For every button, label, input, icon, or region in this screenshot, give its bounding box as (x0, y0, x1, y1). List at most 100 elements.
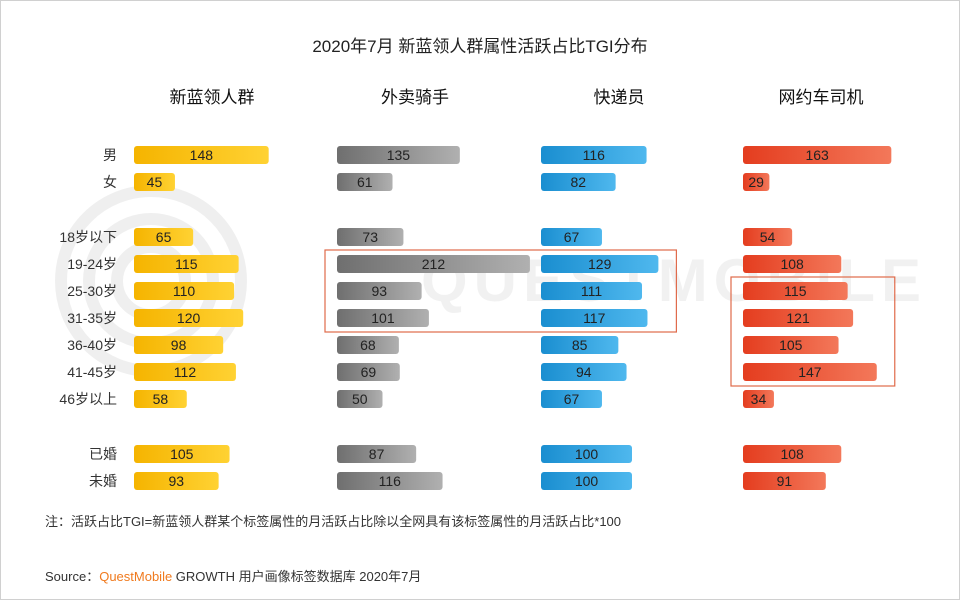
bar (541, 255, 659, 273)
bar-value-label: 120 (177, 310, 201, 326)
bar-value-label: 112 (174, 364, 197, 380)
bar (134, 445, 230, 463)
bar-value-label: 67 (564, 391, 580, 407)
bar (134, 309, 244, 327)
series-header-2: 快递员 (594, 88, 645, 107)
bar (743, 255, 842, 273)
bar-value-label: 85 (572, 337, 588, 353)
bar (134, 282, 235, 300)
highlight-box (730, 276, 896, 387)
series-headers: 新蓝领人群 外卖骑手 快递员 网约车司机 (170, 88, 864, 107)
category-label: 46岁以上 (59, 391, 117, 407)
bar-value-label: 61 (357, 174, 373, 190)
bar (337, 390, 383, 408)
bar (337, 363, 400, 381)
bar-value-label: 108 (780, 446, 804, 462)
bar-value-label: 93 (372, 283, 388, 299)
bar-value-label: 93 (169, 473, 185, 489)
bar (134, 173, 175, 191)
bar-value-label: 105 (170, 446, 194, 462)
bar-value-label: 54 (760, 229, 776, 245)
category-label: 25-30岁 (67, 283, 117, 299)
bar-value-label: 163 (805, 147, 829, 163)
bar (541, 390, 602, 408)
bar-value-label: 148 (190, 147, 214, 163)
bar (743, 390, 774, 408)
bar-value-label: 34 (751, 391, 767, 407)
series-header-3: 网约车司机 (779, 88, 864, 107)
bar (541, 282, 643, 300)
source-rest: GROWTH 用户画像标签数据库 2020年7月 (172, 569, 421, 584)
bar (337, 309, 429, 327)
bar-value-label: 29 (748, 174, 764, 190)
bar-value-label: 65 (156, 229, 172, 245)
bar (541, 363, 627, 381)
bar (541, 445, 632, 463)
bar-value-label: 73 (362, 229, 378, 245)
bar-value-label: 135 (387, 147, 411, 163)
bar-value-label: 87 (369, 446, 385, 462)
bar (337, 173, 393, 191)
bar-value-label: 110 (173, 283, 196, 299)
bar-value-label: 121 (786, 310, 810, 326)
bar (743, 146, 892, 164)
bar-value-label: 100 (575, 473, 599, 489)
bar (134, 336, 224, 354)
bar (337, 255, 530, 273)
series-header-1: 外卖骑手 (381, 88, 449, 107)
bar (541, 309, 648, 327)
bar-value-label: 147 (798, 364, 822, 380)
bar-value-label: 212 (422, 256, 446, 272)
bar (337, 146, 460, 164)
bar (743, 363, 877, 381)
bar (541, 228, 602, 246)
bar-value-label: 98 (171, 337, 187, 353)
footnote: 注：活跃占比TGI=新蓝领人群某个标签属性的月活跃占比除以全网具有该标签属性的月… (45, 514, 621, 529)
highlight-boxes (324, 249, 896, 387)
category-label: 31-35岁 (67, 310, 117, 326)
category-labels: 男女 18岁以下 19-24岁 25-30岁 31-35岁 36-40岁 41-45岁 46岁… (59, 147, 117, 489)
bar (134, 472, 219, 490)
bar-value-label: 105 (779, 337, 803, 353)
source-line: Source：QuestMobile GROWTH 用户画像标签数据库 2020… (45, 569, 421, 584)
highlight-box (324, 249, 677, 333)
bar-value-label: 117 (583, 310, 606, 326)
bar (337, 228, 404, 246)
source-brand: QuestMobile (99, 569, 172, 584)
bar (743, 282, 848, 300)
category-label: 19-24岁 (67, 256, 117, 272)
series-header-0: 新蓝领人群 (170, 88, 255, 107)
bar-value-label: 69 (361, 364, 377, 380)
source-prefix: Source： (45, 569, 99, 584)
bar (337, 336, 399, 354)
bar-value-label: 116 (583, 147, 606, 163)
bar (541, 472, 632, 490)
bar-value-label: 82 (571, 174, 587, 190)
bar-value-label: 115 (784, 283, 807, 299)
bar (541, 173, 616, 191)
category-label: 已婚 (89, 446, 117, 462)
bar (134, 146, 269, 164)
bar (134, 363, 236, 381)
bar-value-label: 115 (175, 256, 198, 272)
bar (337, 282, 422, 300)
category-label: 36-40岁 (67, 337, 117, 353)
bar-value-label: 68 (360, 337, 376, 353)
bar-value-label: 101 (371, 310, 395, 326)
bar (541, 146, 647, 164)
bar (743, 336, 839, 354)
bar-value-label: 129 (588, 256, 612, 272)
chart-title: 2020年7月 新蓝领人群属性活跃占比TGI分布 (312, 37, 647, 56)
bar (337, 445, 417, 463)
bar (134, 255, 239, 273)
bar-value-label: 58 (153, 391, 169, 407)
bar-value-label: 67 (564, 229, 580, 245)
bar (743, 228, 793, 246)
bar-value-label: 94 (576, 364, 592, 380)
bar (743, 445, 842, 463)
bar (134, 228, 194, 246)
bar-value-label: 91 (777, 473, 793, 489)
category-label: 未婚 (89, 473, 117, 489)
